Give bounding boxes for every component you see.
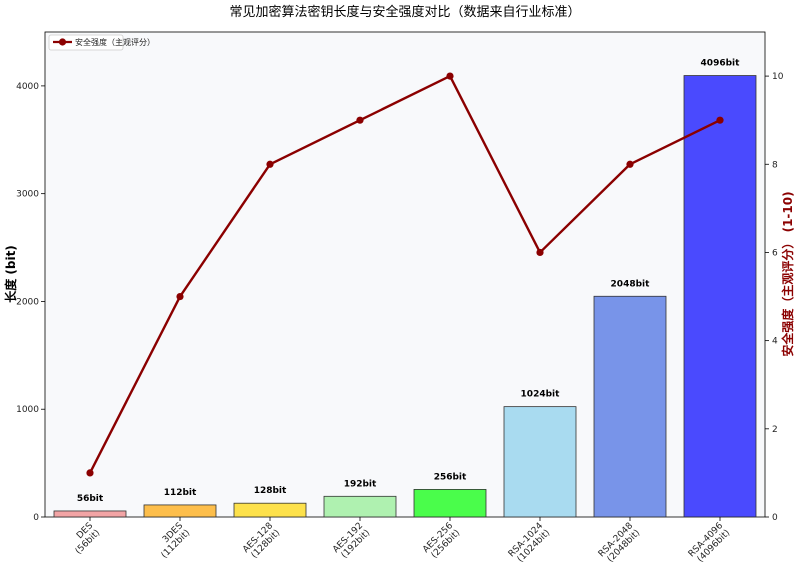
x-tick-label: RSA-4096(4096bit) bbox=[687, 521, 733, 567]
bar bbox=[503, 406, 577, 518]
bar-value-label: 192bit bbox=[344, 479, 377, 489]
line-point bbox=[536, 248, 544, 257]
line-point bbox=[266, 160, 274, 168]
line-series bbox=[88, 74, 721, 474]
x-tick-label: 3DES(112bit) bbox=[153, 521, 193, 561]
line-point bbox=[716, 116, 724, 124]
chart-title: 常见加密算法密钥长度与安全强度对比（数据来自行业标准） bbox=[229, 4, 580, 20]
x-tick-label: AES-192(192bit) bbox=[331, 521, 372, 562]
x-tick-label: AES-128(128bit) bbox=[241, 521, 282, 562]
y-tick-label: 2000 bbox=[16, 297, 39, 307]
x-tick-label-text: 3DES(112bit) bbox=[153, 521, 193, 561]
line-point bbox=[446, 72, 454, 80]
x-tick-label: RSA-1024(1024bit) bbox=[507, 521, 553, 567]
line-point bbox=[176, 292, 184, 301]
bar-value-label: 2048bit bbox=[611, 279, 651, 289]
bar bbox=[593, 295, 667, 518]
y-axis-title-right: 安全强度（主观评分） (1-10) bbox=[780, 191, 795, 356]
x-tick-label: AES-256(256bit) bbox=[421, 521, 462, 562]
bar bbox=[323, 495, 397, 518]
bars-layer bbox=[53, 75, 757, 518]
bar-value-label: 128bit bbox=[254, 486, 287, 496]
y-tick-label: 0 bbox=[33, 513, 39, 523]
bar-value-label: 112bit bbox=[164, 488, 197, 498]
y-tick-label: 1000 bbox=[16, 405, 39, 415]
x-tick-label-text: AES-192(192bit) bbox=[331, 521, 372, 562]
y-right-tick-label: 10 bbox=[772, 72, 784, 82]
y-tick-label: 3000 bbox=[16, 190, 39, 200]
x-tick-label-text: AES-128(128bit) bbox=[241, 521, 282, 562]
bar-value-label: 1024bit bbox=[521, 390, 561, 400]
x-tick-label-text: RSA-1024(1024bit) bbox=[507, 521, 553, 567]
bar bbox=[683, 75, 757, 518]
bar-value-label: 256bit bbox=[434, 472, 467, 482]
bar-value-label: 4096bit bbox=[701, 59, 741, 69]
x-tick-label: DES(56bit) bbox=[67, 521, 103, 557]
y-right-tick-label: 2 bbox=[772, 425, 778, 435]
y-right-tick-label: 8 bbox=[772, 160, 778, 170]
line-point bbox=[356, 116, 364, 124]
bar-labels-layer: 56bit 112bit 128bit 192bit 256bit 1024bit 2048… bbox=[77, 59, 740, 504]
bar-value-label: 56bit bbox=[77, 494, 104, 504]
legend-label: 安全强度（主观评分） bbox=[75, 37, 155, 47]
x-tick-label-text: AES-256(256bit) bbox=[421, 521, 462, 562]
right-axis: 0 2 4 6 8 10 bbox=[765, 72, 784, 523]
x-axis: DES(56bit) 3DES(112bit) AES-128(128bit) AES… bbox=[67, 517, 733, 567]
legend-box bbox=[48, 34, 124, 51]
line-layer bbox=[86, 72, 724, 477]
x-tick-label-text: RSA-2048(2048bit) bbox=[597, 521, 643, 567]
y-tick-label: 4000 bbox=[16, 82, 39, 92]
y-axis-title-left: 长度 (bit) bbox=[3, 245, 18, 303]
left-axis: 0 1000 2000 3000 4000 bbox=[16, 82, 45, 523]
legend: 安全强度（主观评分） bbox=[48, 34, 155, 51]
legend-marker-swatch bbox=[58, 38, 67, 46]
bar bbox=[53, 510, 127, 518]
x-tick-label: RSA-2048(2048bit) bbox=[597, 521, 643, 567]
x-tick-label-text: RSA-4096(4096bit) bbox=[687, 521, 733, 567]
line-point bbox=[626, 160, 634, 168]
y-right-tick-label: 4 bbox=[772, 337, 778, 347]
bar bbox=[143, 504, 217, 518]
y-right-tick-label: 6 bbox=[772, 248, 778, 258]
y-right-tick-label: 0 bbox=[772, 513, 778, 523]
bar bbox=[233, 502, 307, 518]
bar bbox=[413, 489, 487, 518]
x-tick-label-text: DES(56bit) bbox=[67, 521, 103, 557]
line-point bbox=[86, 469, 94, 477]
